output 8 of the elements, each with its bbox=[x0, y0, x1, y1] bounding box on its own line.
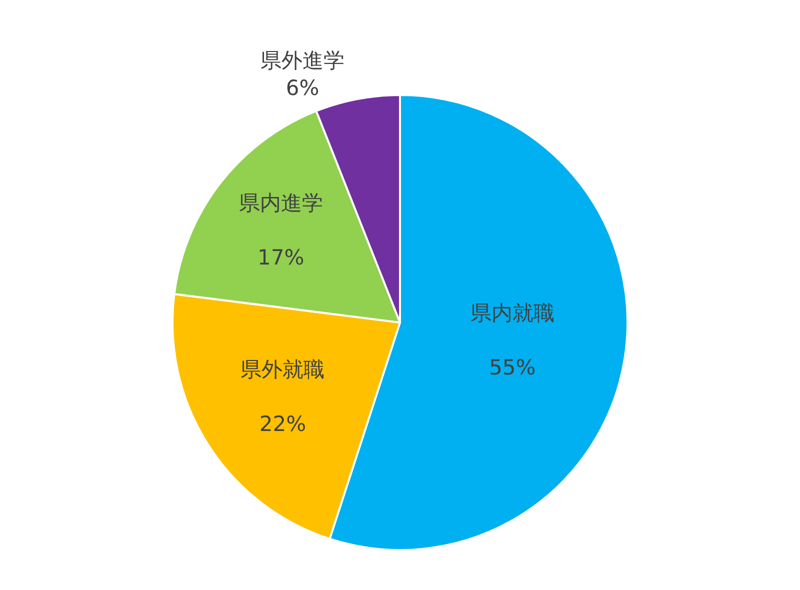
slice-label: 県内進学 bbox=[238, 190, 323, 215]
slice-label: 県内就職 bbox=[470, 300, 554, 325]
slice-label: 県外進学 bbox=[260, 48, 345, 73]
data-label: 55% bbox=[489, 356, 536, 380]
slice-label: 県外就職 bbox=[240, 358, 325, 382]
data-label: 6% bbox=[286, 76, 320, 100]
data-label: 17% bbox=[258, 245, 304, 270]
data-label: 22% bbox=[259, 412, 306, 436]
